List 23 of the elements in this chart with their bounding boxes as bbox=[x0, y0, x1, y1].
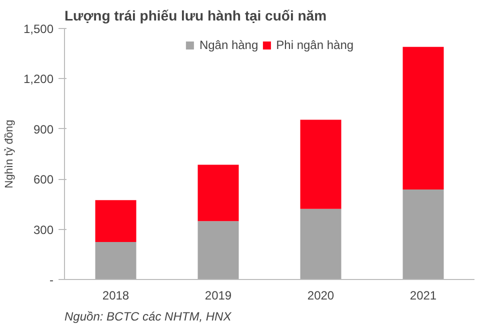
bar bbox=[300, 120, 342, 209]
bar bbox=[198, 164, 239, 222]
legend-label: Phi ngân hàng bbox=[276, 38, 354, 52]
bar bbox=[402, 189, 444, 280]
legend-label: Ngân hàng bbox=[199, 38, 258, 52]
bar bbox=[402, 46, 444, 190]
x-tick-label: 2021 bbox=[410, 288, 437, 302]
y-tick-label: 300 bbox=[33, 222, 54, 237]
y-tick-label: 900 bbox=[33, 122, 54, 136]
x-tick-label: 2020 bbox=[307, 288, 334, 302]
y-tick-label: 600 bbox=[33, 172, 54, 187]
bar bbox=[95, 200, 136, 242]
y-tick-label: 1,200 bbox=[23, 72, 54, 86]
bar bbox=[198, 221, 239, 280]
chart-title: Lượng trái phiếu lưu hành tại cuối năm bbox=[64, 8, 327, 24]
x-tick-label: 2019 bbox=[204, 288, 232, 302]
x-tick-label: 2018 bbox=[102, 288, 130, 302]
y-tick-label: - bbox=[50, 273, 54, 287]
bar bbox=[300, 208, 342, 280]
y-axis-title: Nghìn tỷ đồng bbox=[3, 120, 16, 188]
y-tick-label: 1,500 bbox=[23, 22, 54, 36]
text: Nguồn: BCTC các NHTM, HNX bbox=[64, 310, 232, 324]
bar bbox=[95, 242, 136, 280]
